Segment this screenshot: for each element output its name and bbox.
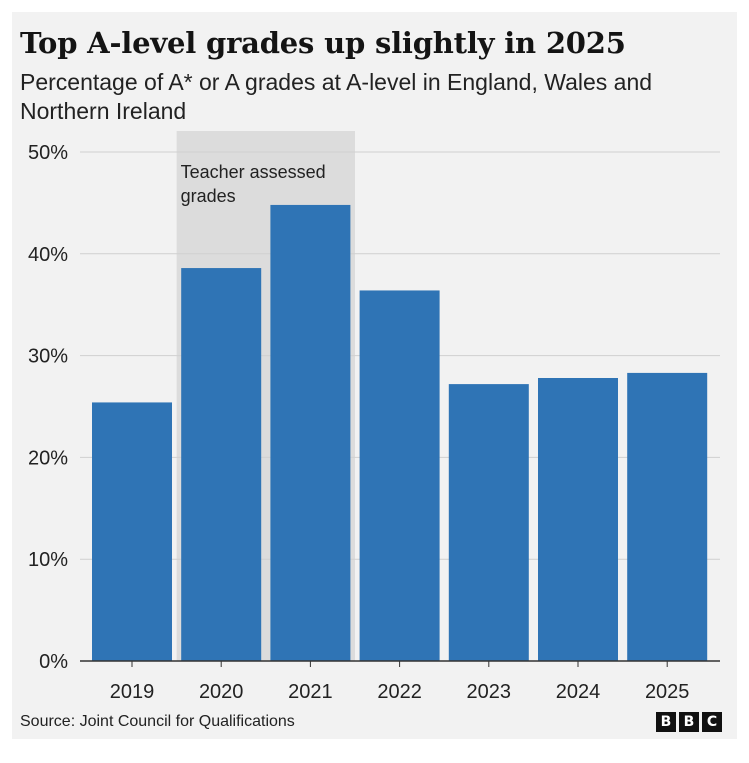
- logo-letter-b2: B: [679, 712, 699, 732]
- logo-letter-c: C: [702, 712, 722, 732]
- annotation-text: grades: [181, 186, 236, 206]
- annotation-text: Teacher assessed: [181, 162, 326, 182]
- y-tick-label: 30%: [28, 346, 68, 368]
- bar-2024: [538, 377, 618, 661]
- logo-letter-b1: B: [656, 712, 676, 732]
- bar-2021: [270, 204, 351, 661]
- bar-2019: [92, 402, 172, 661]
- bar-2023: [448, 384, 529, 661]
- x-tick-label: 2019: [110, 681, 155, 703]
- bar-2025: [627, 372, 708, 661]
- bar-2022: [359, 290, 440, 661]
- bar-2020: [181, 268, 262, 661]
- source-note: Source: Joint Council for Qualifications: [20, 713, 295, 730]
- y-tick-label: 20%: [28, 447, 68, 469]
- y-tick-label: 0%: [39, 651, 68, 673]
- x-tick-label: 2025: [645, 681, 690, 703]
- bbc-logo: B B C: [656, 712, 722, 732]
- y-tick-label: 10%: [28, 549, 68, 571]
- chart-subtitle: Percentage of A* or A grades at A-level …: [20, 69, 653, 124]
- y-tick-label: 50%: [28, 142, 68, 164]
- chart-title: Top A-level grades up slightly in 2025: [20, 26, 626, 60]
- x-tick-label: 2023: [467, 681, 512, 703]
- x-tick-label: 2022: [377, 681, 422, 703]
- x-tick-label: 2024: [556, 681, 601, 703]
- x-tick-label: 2021: [288, 681, 333, 703]
- x-tick-label: 2020: [199, 681, 244, 703]
- y-tick-label: 40%: [28, 244, 68, 266]
